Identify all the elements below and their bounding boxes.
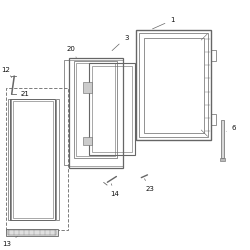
Bar xyxy=(82,136,92,145)
Text: 1: 1 xyxy=(152,17,175,29)
Bar xyxy=(8,99,10,220)
Text: 23: 23 xyxy=(144,179,154,192)
Text: 12: 12 xyxy=(1,67,12,78)
Text: 14: 14 xyxy=(110,184,120,197)
Text: 21: 21 xyxy=(20,91,30,97)
Bar xyxy=(220,158,225,160)
Bar xyxy=(6,229,58,236)
Text: 3: 3 xyxy=(112,34,128,50)
Bar xyxy=(56,99,59,220)
Text: 13: 13 xyxy=(2,236,18,247)
Bar xyxy=(8,230,56,235)
Text: 6: 6 xyxy=(226,124,236,131)
Bar xyxy=(221,120,224,158)
Bar xyxy=(82,82,92,92)
Text: 20: 20 xyxy=(67,46,76,58)
